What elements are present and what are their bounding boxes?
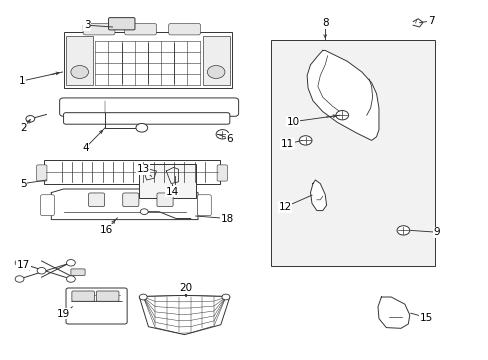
- Circle shape: [216, 130, 228, 139]
- Circle shape: [15, 260, 24, 266]
- FancyBboxPatch shape: [66, 288, 127, 324]
- FancyBboxPatch shape: [37, 165, 47, 181]
- FancyBboxPatch shape: [60, 98, 238, 116]
- FancyBboxPatch shape: [72, 291, 94, 301]
- Polygon shape: [377, 297, 409, 328]
- Text: 17: 17: [17, 260, 30, 270]
- Text: 5: 5: [20, 179, 27, 189]
- Polygon shape: [310, 180, 326, 211]
- Bar: [63, 32, 232, 88]
- Polygon shape: [139, 296, 229, 335]
- Circle shape: [136, 123, 147, 132]
- Text: 9: 9: [432, 227, 439, 237]
- Text: 1: 1: [19, 76, 25, 86]
- Bar: [271, 40, 434, 266]
- Circle shape: [207, 66, 224, 78]
- Circle shape: [139, 294, 147, 300]
- Text: 18: 18: [220, 213, 234, 224]
- FancyBboxPatch shape: [217, 165, 227, 181]
- Circle shape: [66, 276, 75, 282]
- FancyBboxPatch shape: [124, 23, 156, 35]
- FancyBboxPatch shape: [168, 23, 200, 35]
- FancyBboxPatch shape: [122, 193, 139, 207]
- Bar: [66, 36, 93, 85]
- Text: 6: 6: [226, 134, 233, 144]
- Text: 13: 13: [136, 164, 150, 174]
- Text: 7: 7: [427, 16, 434, 26]
- Circle shape: [15, 276, 24, 282]
- Text: 12: 12: [278, 202, 291, 212]
- Text: 3: 3: [83, 20, 90, 30]
- Circle shape: [71, 66, 88, 78]
- Text: 4: 4: [82, 143, 89, 153]
- Polygon shape: [306, 50, 378, 140]
- Circle shape: [66, 260, 75, 266]
- FancyBboxPatch shape: [96, 291, 119, 301]
- FancyBboxPatch shape: [108, 18, 135, 30]
- Bar: [203, 36, 229, 85]
- Text: 2: 2: [20, 123, 27, 133]
- Text: 10: 10: [286, 117, 299, 127]
- FancyBboxPatch shape: [88, 193, 104, 207]
- Text: 16: 16: [100, 225, 113, 235]
- Circle shape: [396, 226, 409, 235]
- Circle shape: [222, 294, 229, 300]
- Circle shape: [335, 111, 348, 120]
- Circle shape: [37, 267, 46, 274]
- Polygon shape: [412, 19, 422, 27]
- FancyBboxPatch shape: [157, 193, 173, 207]
- Text: 19: 19: [57, 309, 70, 319]
- Text: 15: 15: [419, 312, 432, 323]
- FancyBboxPatch shape: [41, 195, 54, 216]
- Text: 11: 11: [280, 139, 294, 149]
- Circle shape: [140, 209, 148, 215]
- Circle shape: [299, 136, 311, 145]
- FancyBboxPatch shape: [197, 195, 211, 216]
- Text: 14: 14: [165, 186, 179, 197]
- Bar: [139, 164, 195, 198]
- Bar: [44, 160, 220, 184]
- FancyBboxPatch shape: [71, 269, 85, 275]
- FancyBboxPatch shape: [83, 23, 115, 35]
- Circle shape: [26, 116, 35, 122]
- Text: 20: 20: [179, 283, 192, 293]
- FancyBboxPatch shape: [63, 113, 229, 124]
- Text: 8: 8: [321, 18, 328, 28]
